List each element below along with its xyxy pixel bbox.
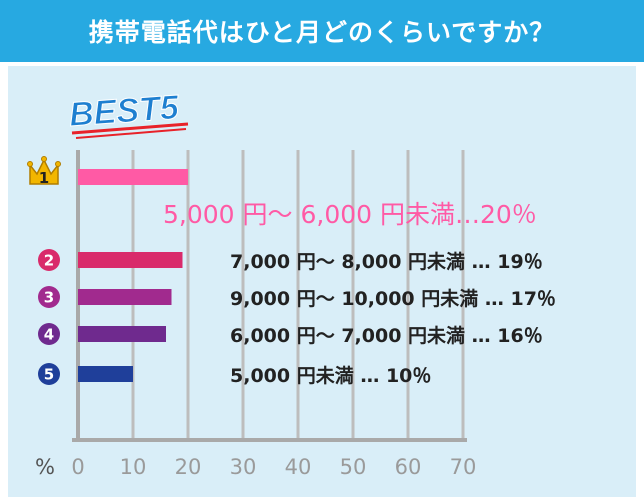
x-tick-label: 70 xyxy=(450,455,477,479)
best5-underline-1 xyxy=(71,122,189,135)
rank-badge: 3 xyxy=(38,286,60,308)
best5-underline-2 xyxy=(75,128,187,139)
best5-title: BEST5 xyxy=(67,88,189,139)
rank-badge: 5 xyxy=(38,363,60,385)
x-tick-label: 60 xyxy=(395,455,422,479)
grid-layer xyxy=(76,150,465,440)
rank-badge: 2 xyxy=(38,249,60,271)
x-tick-label: 20 xyxy=(175,455,202,479)
bar-rank-1 xyxy=(78,169,188,185)
bar-rank-5 xyxy=(78,366,133,382)
x-tick-label: 40 xyxy=(285,455,312,479)
page-title: 携帯電話代はひと月どのくらいですか？ xyxy=(0,0,644,62)
bar-value-label: 9,000 円～ 10,000 円未満 … 17％ xyxy=(230,287,556,310)
axis-layer: 0 10 20 30 40 50 60 70% xyxy=(35,438,477,479)
bar-rank-2 xyxy=(78,252,183,268)
rank-number: 1 xyxy=(39,169,49,187)
bar-value-label: 5,000 円未満 … 10％ xyxy=(230,364,431,387)
crown-rank-icon: 1 xyxy=(27,156,61,187)
rank-number: 3 xyxy=(44,289,54,307)
rank-badge: 4 xyxy=(38,323,60,345)
bars-layer: 1 5,000 円～ 6,000 円未満…20％ 2 7,000 円～ 8,000 円… xyxy=(27,156,556,387)
rank-number: 5 xyxy=(44,366,54,384)
bar-value-label: 7,000 円～ 8,000 円未満 … 19％ xyxy=(230,250,543,273)
bar-rank-3 xyxy=(78,289,172,305)
x-tick-label: 50 xyxy=(340,455,367,479)
chart-panel xyxy=(8,66,636,497)
x-tick-label: 10 xyxy=(120,455,147,479)
bar-rank-4 xyxy=(78,326,166,342)
rank-number: 4 xyxy=(44,326,54,344)
bar-value-label: 6,000 円～ 7,000 円未満 … 16％ xyxy=(230,324,543,347)
x-axis-unit-label: % xyxy=(35,455,55,479)
x-tick-label: 0 xyxy=(71,455,84,479)
rank-number: 2 xyxy=(44,252,54,270)
bar-value-label: 5,000 円～ 6,000 円未満…20％ xyxy=(163,200,537,229)
x-tick-label: 30 xyxy=(230,455,257,479)
